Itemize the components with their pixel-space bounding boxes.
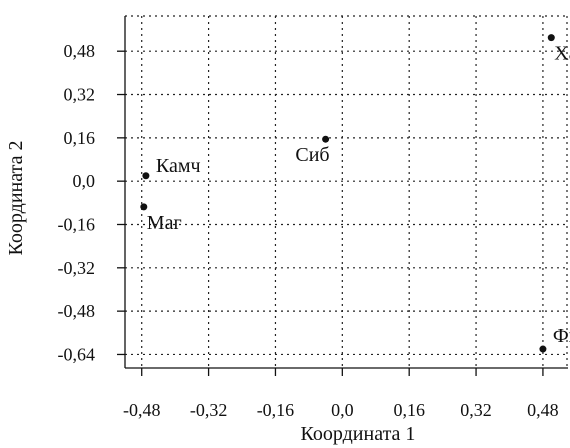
x-tick-label: 0,32	[460, 400, 492, 420]
y-tick-label: -0,32	[58, 258, 96, 278]
data-point	[142, 172, 150, 180]
point-layer: Хаб Сиб Камч Маг Фи	[140, 34, 570, 353]
data-point-label: Маг	[147, 212, 182, 234]
y-tick-label: 0,16	[64, 128, 96, 148]
data-point	[322, 135, 330, 143]
y-tick-label: 0,48	[64, 41, 96, 61]
x-tick-label: 0,0	[331, 400, 354, 420]
x-tick-label: -0,32	[190, 400, 228, 420]
data-point	[140, 203, 148, 211]
x-tick-label: 0,48	[527, 400, 559, 420]
data-point-label: Хаб	[554, 43, 570, 65]
tick-layer: -0,48 -0,32 -0,16 0,0 0,16 0,32 0,48 0,48 0,32 0,…	[58, 41, 559, 420]
data-point-label: Камч	[156, 155, 201, 177]
y-tick-label: 0,32	[64, 85, 96, 105]
x-tick-label: 0,16	[393, 400, 425, 420]
grid-layer	[125, 15, 568, 368]
x-tick-label: -0,48	[123, 400, 161, 420]
data-point	[547, 34, 555, 42]
data-point-label: Сиб	[295, 144, 329, 166]
x-tick-label: -0,16	[257, 400, 295, 420]
y-axis-title: Координата 2	[5, 141, 27, 256]
y-tick-label: -0,16	[58, 214, 96, 234]
y-tick-label: 0,0	[73, 171, 96, 191]
y-tick-label: -0,64	[58, 344, 96, 364]
data-point	[539, 345, 547, 353]
y-tick-label: -0,48	[58, 301, 96, 321]
axis-layer	[124, 16, 568, 369]
data-point-label: Фи	[553, 325, 570, 347]
x-axis-title: Координата 1	[301, 423, 416, 445]
